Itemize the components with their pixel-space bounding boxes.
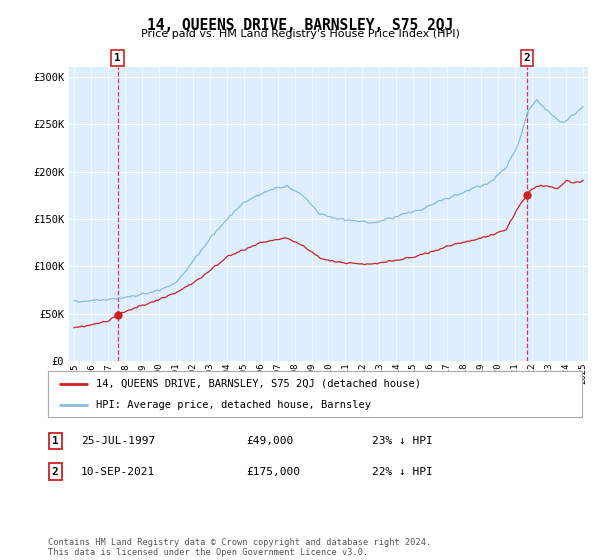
Text: HPI: Average price, detached house, Barnsley: HPI: Average price, detached house, Barn… [96, 400, 371, 410]
Text: £175,000: £175,000 [246, 466, 300, 477]
Text: 22% ↓ HPI: 22% ↓ HPI [372, 466, 433, 477]
Text: 1: 1 [52, 436, 59, 446]
Text: 1: 1 [114, 53, 121, 63]
Text: £49,000: £49,000 [246, 436, 293, 446]
Text: 25-JUL-1997: 25-JUL-1997 [81, 436, 155, 446]
Text: Price paid vs. HM Land Registry's House Price Index (HPI): Price paid vs. HM Land Registry's House … [140, 29, 460, 39]
Text: 14, QUEENS DRIVE, BARNSLEY, S75 2QJ (detached house): 14, QUEENS DRIVE, BARNSLEY, S75 2QJ (det… [96, 379, 421, 389]
Text: Contains HM Land Registry data © Crown copyright and database right 2024.
This d: Contains HM Land Registry data © Crown c… [48, 538, 431, 557]
Text: 23% ↓ HPI: 23% ↓ HPI [372, 436, 433, 446]
Text: 2: 2 [523, 53, 530, 63]
Text: 14, QUEENS DRIVE, BARNSLEY, S75 2QJ: 14, QUEENS DRIVE, BARNSLEY, S75 2QJ [147, 18, 453, 33]
Text: 10-SEP-2021: 10-SEP-2021 [81, 466, 155, 477]
Text: 2: 2 [52, 466, 59, 477]
